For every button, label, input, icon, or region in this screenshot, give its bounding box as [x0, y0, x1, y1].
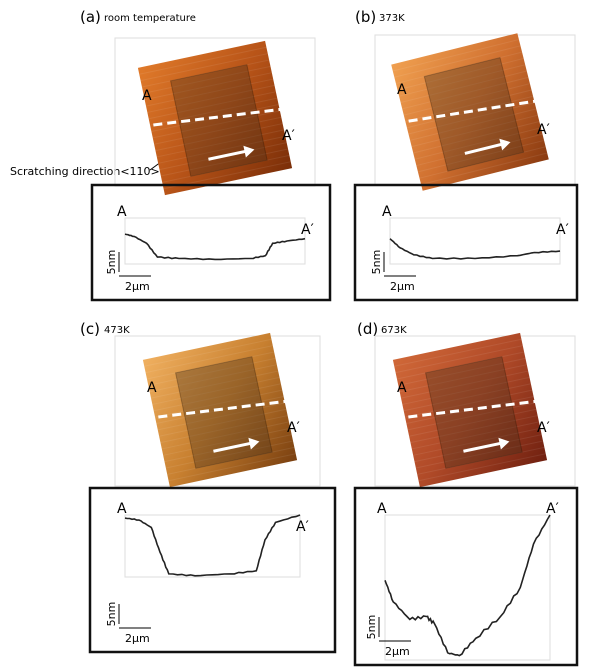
point-end: A′	[537, 122, 550, 138]
height-scale-label: 5nm	[105, 602, 118, 627]
profile-end: A′	[546, 501, 559, 517]
point-end: A′	[537, 420, 550, 436]
profile-start: A	[377, 501, 387, 517]
afm-image	[138, 39, 302, 195]
panel-label: (a)	[80, 8, 101, 26]
panel-label: (c)	[80, 320, 100, 338]
profile-end: A′	[556, 222, 569, 238]
afm-image	[391, 31, 558, 191]
panel-condition: room temperature	[104, 13, 196, 24]
panel-condition: 473K	[104, 325, 130, 336]
panel-condition: 673K	[381, 325, 407, 336]
profile-start: A	[117, 204, 127, 220]
annotation: Scratching direction<110>	[10, 165, 160, 178]
profile-plot-area	[385, 515, 550, 660]
height-scale-label: 5nm	[365, 615, 378, 640]
afm-image	[393, 331, 557, 487]
width-scale-label: 2μm	[125, 280, 150, 293]
height-profile	[390, 239, 560, 259]
width-scale-label: 2μm	[125, 632, 150, 645]
height-scale-label: 5nm	[105, 250, 118, 275]
point-start: A	[397, 380, 407, 396]
height-profile	[125, 515, 300, 576]
width-scale-label: 2μm	[385, 645, 410, 658]
profile-box	[90, 488, 335, 652]
profile-start: A	[382, 204, 392, 220]
point-start: A	[397, 82, 407, 98]
profile-box	[355, 185, 577, 300]
figure: Scratching direction<110> (a)room temper…	[0, 0, 597, 671]
panel-label: (b)	[355, 8, 376, 26]
point-start: A	[147, 380, 157, 396]
profile-plot-area	[390, 218, 560, 264]
panel-label: (d)	[357, 320, 378, 338]
afm-image	[143, 331, 307, 487]
point-end: A′	[287, 420, 300, 436]
profile-end: A′	[296, 519, 309, 535]
height-profile	[385, 515, 550, 656]
profile-start: A	[117, 501, 127, 517]
profile-end: A′	[301, 222, 314, 238]
height-profile	[125, 234, 305, 259]
point-end: A′	[282, 128, 295, 144]
height-scale-label: 5nm	[370, 250, 383, 275]
panel-condition: 373K	[379, 13, 405, 24]
width-scale-label: 2μm	[390, 280, 415, 293]
point-start: A	[142, 88, 152, 104]
profile-plot-area	[125, 218, 305, 264]
